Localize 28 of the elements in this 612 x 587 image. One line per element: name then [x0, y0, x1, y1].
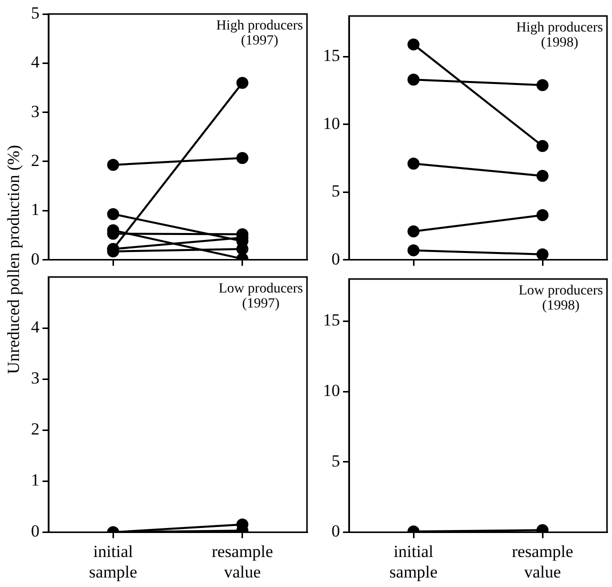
annotation: High producers (1997) — [216, 18, 303, 49]
y-tick-label: 4 — [31, 52, 40, 72]
y-tick-label: 5 — [332, 182, 340, 201]
y-tick-label: 1 — [31, 200, 40, 220]
y-tick-label: 3 — [31, 102, 40, 121]
x-tick-label: initial sample — [389, 542, 438, 582]
y-tick-label: 4 — [31, 318, 40, 337]
annotation: High producers (1998) — [516, 20, 603, 51]
y-tick-label: 15 — [323, 46, 340, 66]
y-tick-label: 5 — [332, 451, 340, 470]
y-tick-label: 1 — [31, 470, 40, 490]
y-tick-label: 3 — [31, 368, 40, 388]
y-tick-label: 5 — [31, 3, 40, 22]
x-tick-label: initial sample — [89, 542, 138, 582]
y-tick-label: 0 — [31, 249, 40, 268]
y-tick-label: 2 — [31, 150, 40, 170]
annotation: Low producers (1997) — [218, 282, 304, 312]
y-tick-label: 2 — [31, 420, 40, 439]
y-tick-label: 10 — [323, 381, 340, 400]
x-tick-label: resample value — [512, 542, 574, 582]
y-tick-label: 0 — [332, 522, 340, 541]
y-tick-label: 0 — [31, 522, 40, 541]
y-tick-label: 10 — [323, 114, 340, 133]
y-tick-label: 0 — [332, 249, 340, 268]
y-tick-label: 15 — [323, 310, 340, 330]
annotation: Low producers (1998) — [518, 284, 604, 314]
x-tick-label: resample value — [212, 542, 274, 582]
y-axis-title: Unreduced pollen production (%) — [4, 145, 24, 374]
